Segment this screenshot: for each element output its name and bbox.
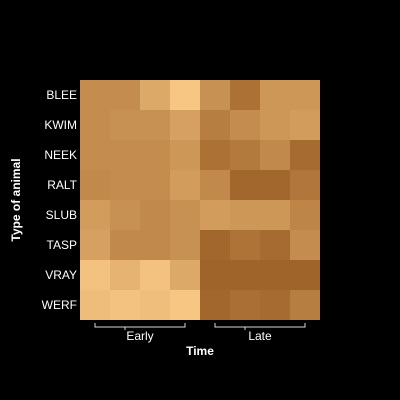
column-group-label: Late [248,329,272,343]
heatmap-cell [200,140,230,170]
heatmap-cell [260,170,290,200]
heatmap-cell [80,140,110,170]
heatmap-cell [200,230,230,260]
heatmap-cells [80,80,320,320]
heatmap-cell [230,290,260,320]
heatmap-cell [110,170,140,200]
group-bracket [94,323,186,330]
heatmap-cell [140,80,170,110]
heatmap-cell [80,110,110,140]
x-axis-title: Time [186,344,214,358]
group-bracket [214,323,306,330]
heatmap-cell [80,230,110,260]
row-tick-labels: BLEE KWIM NEEK RALT SLUB TASP VRAY WERF [42,88,78,312]
heatmap-cell [290,140,320,170]
heatmap-cell [170,230,200,260]
heatmap-cell [230,110,260,140]
row-tick-label: SLUB [46,208,77,222]
heatmap-cell [80,80,110,110]
heatmap-cell [140,290,170,320]
heatmap-cell [290,260,320,290]
heatmap-cell [230,200,260,230]
heatmap-cell [80,260,110,290]
heatmap-cell [260,140,290,170]
heatmap-cell [260,200,290,230]
row-tick-label: TASP [47,238,77,252]
heatmap-cell [290,290,320,320]
heatmap-cell [110,140,140,170]
heatmap-cell [170,140,200,170]
heatmap-cell [290,80,320,110]
heatmap-cell [170,200,200,230]
row-tick-label: KWIM [44,118,77,132]
heatmap-cell [200,170,230,200]
heatmap-cell [260,110,290,140]
heatmap-cell [80,290,110,320]
heatmap-cell [290,110,320,140]
heatmap-cell [170,80,200,110]
heatmap-cell [260,230,290,260]
heatmap-cell [140,170,170,200]
heatmap-cell [140,260,170,290]
column-group-label: Early [126,329,153,343]
heatmap-cell [170,110,200,140]
heatmap-cell [110,110,140,140]
heatmap-cell [230,230,260,260]
heatmap-cell [140,110,170,140]
heatmap-cell [200,200,230,230]
heatmap-cell [290,200,320,230]
heatmap-cell [200,110,230,140]
heatmap-cell [290,170,320,200]
heatmap-cell [260,260,290,290]
row-tick-label: VRAY [45,268,77,282]
heatmap-cell [200,80,230,110]
heatmap-cell [110,290,140,320]
y-axis-title: Type of animal [9,158,23,241]
heatmap-cell [200,290,230,320]
heatmap-cell [230,260,260,290]
heatmap-cell [110,80,140,110]
heatmap-cell [110,260,140,290]
heatmap-cell [110,200,140,230]
heatmap-cell [260,80,290,110]
heatmap-cell [230,140,260,170]
row-tick-label: NEEK [44,148,77,162]
heatmap-cell [140,230,170,260]
row-tick-label: BLEE [46,88,77,102]
heatmap-cell [260,290,290,320]
heatmap-cell [80,200,110,230]
heatmap-cell [170,260,200,290]
heatmap-cell [200,260,230,290]
heatmap-cell [230,80,260,110]
heatmap-cell [290,230,320,260]
heatmap-cell [170,170,200,200]
column-group-brackets: Early Late [94,323,306,343]
row-tick-label: WERF [42,298,77,312]
row-tick-label: RALT [47,178,77,192]
heatmap-cell [80,170,110,200]
heatmap-cell [140,200,170,230]
heatmap-cell [170,290,200,320]
heatmap-cell [110,230,140,260]
heatmap-cell [140,140,170,170]
heatmap-cell [230,170,260,200]
